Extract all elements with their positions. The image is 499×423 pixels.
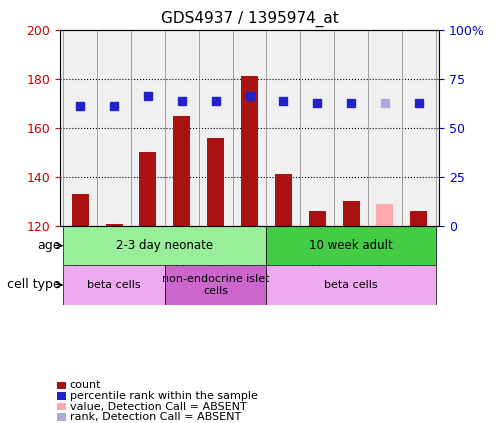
Text: non-endocrine islet
cells: non-endocrine islet cells [162,274,269,296]
FancyBboxPatch shape [165,265,266,305]
Bar [57,413,66,421]
Text: 10 week adult: 10 week adult [309,239,393,252]
FancyBboxPatch shape [63,265,165,305]
Bar [207,137,224,226]
Bar [57,382,66,389]
Bar [57,403,66,410]
Bar [139,152,156,226]
Bar [173,115,190,226]
Text: value, Detection Call = ABSENT: value, Detection Call = ABSENT [70,401,247,412]
Text: beta cells: beta cells [324,280,378,290]
FancyBboxPatch shape [63,226,266,265]
Bar [57,392,66,400]
Bar [275,174,292,226]
Bar [241,76,258,226]
Text: age: age [37,239,60,252]
Bar [343,201,360,226]
Bar [376,204,393,226]
Text: 2-3 day neonate: 2-3 day neonate [116,239,214,252]
Title: GDS4937 / 1395974_at: GDS4937 / 1395974_at [161,11,338,27]
Bar [106,223,123,226]
FancyBboxPatch shape [266,226,436,265]
Text: beta cells: beta cells [87,280,141,290]
Bar [72,194,89,226]
Text: rank, Detection Call = ABSENT: rank, Detection Call = ABSENT [70,412,241,422]
FancyBboxPatch shape [266,265,436,305]
Text: count: count [70,380,101,390]
Text: cell type: cell type [7,278,60,291]
Bar [410,211,427,226]
Bar [309,211,326,226]
Text: percentile rank within the sample: percentile rank within the sample [70,391,258,401]
